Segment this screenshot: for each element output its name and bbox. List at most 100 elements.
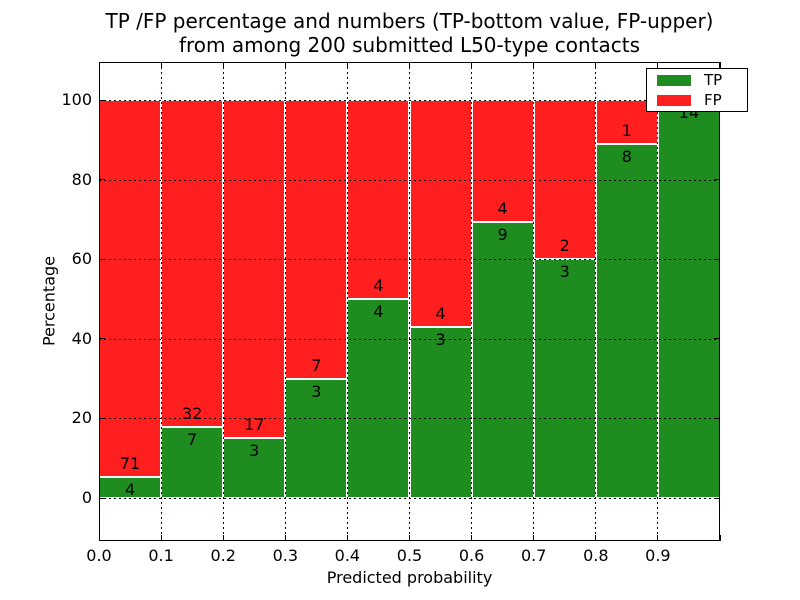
x-tick-label: 0.6 [458, 546, 485, 565]
grid-line-vertical [409, 62, 410, 541]
bar-segment-tp [409, 327, 472, 498]
tp-count-label: 3 [559, 262, 570, 282]
x-tick-top [98, 62, 100, 68]
y-tick-label: 20 [71, 408, 92, 428]
plot-area: TP FP [98, 62, 748, 541]
grid-line-vertical [657, 62, 659, 541]
x-tick-bottom [284, 535, 286, 541]
x-tick-top [719, 62, 721, 68]
legend-swatch-fp [657, 94, 691, 106]
x-tick-bottom [222, 535, 224, 541]
y-tick-label: 0 [81, 488, 92, 507]
grid-line-vertical [471, 62, 473, 541]
x-tick-label: 0.3 [272, 546, 299, 565]
grid-line-vertical [346, 62, 348, 541]
y-tick-left [99, 497, 105, 499]
bar-segment-fp [161, 100, 224, 427]
chart-title-line2: from among 200 submitted L50-type contac… [178, 33, 641, 57]
grid-line-vertical [160, 62, 162, 541]
x-tick-bottom [346, 535, 348, 541]
y-tick-right [714, 258, 720, 260]
y-tick-left [99, 99, 105, 101]
y-tick-right [714, 497, 720, 499]
x-tick-top [471, 62, 473, 68]
chart-title-line1: TP /FP percentage and numbers (TP-bottom… [105, 9, 714, 33]
y-tick-right [714, 417, 720, 419]
x-tick-top [657, 62, 659, 68]
y-tick-label: 40 [71, 328, 92, 348]
grid-line-horizontal [99, 179, 720, 181]
x-tick-label: 0.8 [583, 546, 609, 565]
bar-segment-fp [347, 100, 410, 299]
grid-line-horizontal [99, 418, 720, 420]
bar-segment-fp [99, 100, 162, 477]
bar-segment-tp [347, 299, 410, 498]
x-tick-bottom [471, 535, 473, 541]
tp-count-label: 4 [124, 479, 136, 499]
tp-count-label: 4 [373, 302, 384, 321]
tp-count-label: 9 [497, 225, 508, 245]
x-tick-label: 0.2 [210, 546, 236, 565]
x-tick-label: 0.1 [148, 546, 174, 565]
x-tick-bottom [595, 535, 597, 541]
bar-segment-fp [471, 100, 534, 223]
x-tick-bottom [657, 535, 659, 541]
bar-segment-fp [285, 100, 348, 379]
fp-count-label: 32 [181, 403, 203, 423]
bar-segment-tp [223, 438, 286, 498]
tp-count-label: 8 [621, 147, 632, 167]
x-tick-label: 0.4 [334, 546, 361, 565]
legend-swatch-tp [657, 74, 691, 86]
fp-count-label: 17 [244, 415, 265, 435]
chart-title: TP /FP percentage and numbers (TP-bottom… [99, 9, 720, 57]
legend-row: TP [647, 73, 747, 88]
grid-line-horizontal [99, 259, 720, 261]
tp-count-label: 3 [435, 330, 446, 350]
x-tick-top [533, 62, 535, 68]
grid-line-vertical [595, 62, 597, 541]
x-tick-top [595, 62, 597, 68]
legend-row: FP [647, 93, 747, 108]
grid-line-horizontal [99, 498, 720, 499]
bar-segment-tp [533, 259, 596, 498]
legend: TP FP [646, 68, 748, 112]
bar-segment-fp [409, 100, 472, 328]
tp-count-label: 3 [311, 381, 322, 401]
x-tick-label: 0.0 [86, 546, 112, 565]
bar-segment-tp [595, 144, 658, 498]
fp-count-label: 2 [559, 236, 570, 256]
grid-line-horizontal [99, 100, 720, 101]
x-tick-label: 0.9 [645, 546, 671, 565]
x-tick-bottom [409, 535, 410, 541]
y-tick-left [99, 338, 105, 340]
y-tick-right [714, 179, 720, 181]
x-axis-label: Predicted probability [326, 568, 493, 587]
fp-count-label: 4 [497, 199, 508, 219]
x-tick-bottom [719, 535, 721, 541]
x-tick-bottom [98, 535, 100, 541]
fp-count-label: 4 [435, 304, 446, 324]
x-tick-bottom [160, 535, 162, 541]
x-tick-label: 0.5 [396, 546, 423, 565]
x-tick-top [409, 62, 410, 68]
y-tick-label: 80 [71, 169, 92, 189]
bar-segment-tp [657, 100, 720, 498]
x-tick-top [284, 62, 286, 68]
x-tick-top [222, 62, 224, 68]
fp-count-label: 1 [621, 121, 632, 141]
x-tick-top [160, 62, 162, 68]
fp-count-label: 4 [373, 276, 384, 295]
x-tick-bottom [533, 535, 535, 541]
fp-count-label: 7 [311, 355, 322, 375]
bar-segment-fp [223, 100, 286, 439]
y-tick-left [99, 417, 105, 419]
y-tick-left [99, 258, 105, 260]
tp-count-label: 3 [249, 441, 260, 461]
y-tick-label: 100 [61, 90, 92, 109]
fp-count-label: 71 [119, 453, 141, 473]
y-tick-left [99, 179, 105, 181]
bar-segment-tp [161, 426, 224, 498]
tp-count-label: 7 [187, 429, 198, 449]
x-tick-top [346, 62, 348, 68]
